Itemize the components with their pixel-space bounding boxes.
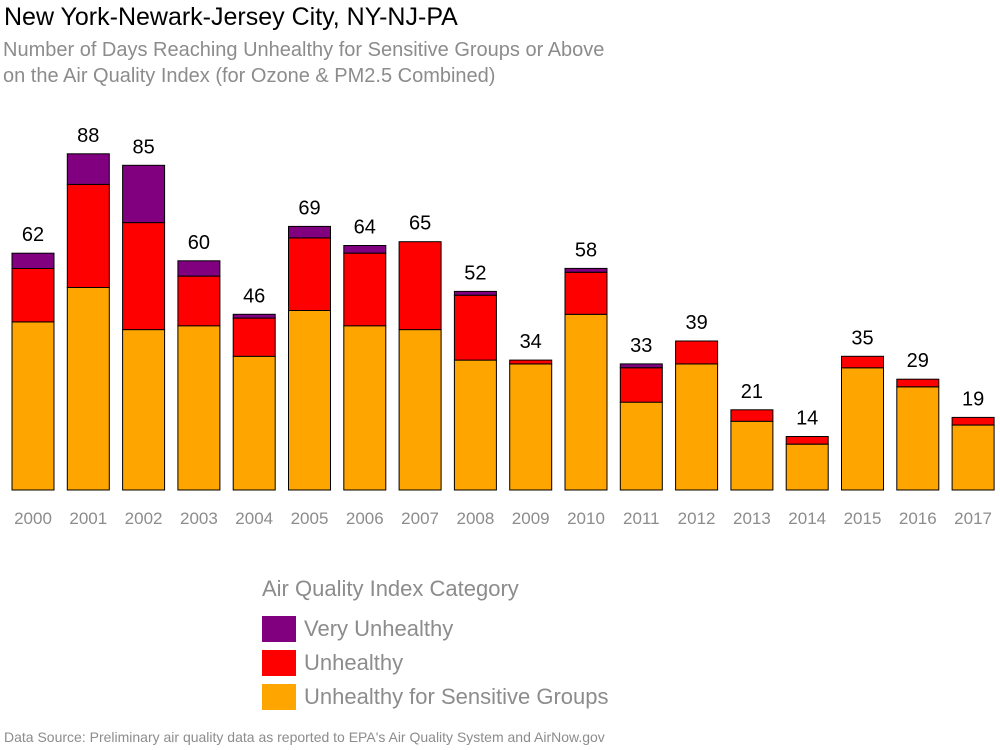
legend-swatch-unhealthy xyxy=(262,650,296,676)
bar-segment-2004-unhealthy-for-sensitive-groups xyxy=(232,355,276,491)
x-tick-label-2008: 2008 xyxy=(456,509,494,528)
bar-segment-2009-unhealthy-for-sensitive-groups xyxy=(509,363,553,491)
x-tick-label-2015: 2015 xyxy=(844,509,882,528)
legend-label-very-unhealthy: Very Unhealthy xyxy=(304,616,454,641)
x-tick-label-2001: 2001 xyxy=(69,509,107,528)
data-source-note: Data Source: Preliminary air quality dat… xyxy=(4,729,605,745)
bar-total-label-2009: 34 xyxy=(520,331,542,353)
chart-subtitle: Number of Days Reaching Unhealthy for Se… xyxy=(3,37,604,89)
legend-swatch-very-unhealthy xyxy=(262,616,296,642)
bar-total-label-2012: 39 xyxy=(685,312,707,334)
bar-segment-2010-unhealthy-for-sensitive-groups xyxy=(564,313,608,491)
bar-segment-2006-unhealthy xyxy=(343,252,387,327)
bar-total-label-2003: 60 xyxy=(188,232,210,254)
bar-segment-2003-unhealthy-for-sensitive-groups xyxy=(177,325,221,491)
bar-segment-2008-very-unhealthy xyxy=(453,290,497,296)
bar-segment-2015-unhealthy-for-sensitive-groups xyxy=(841,367,884,491)
bar-segment-2011-unhealthy-for-sensitive-groups xyxy=(619,401,663,491)
x-tick-label-2014: 2014 xyxy=(788,509,826,528)
bar-segment-2001-very-unhealthy xyxy=(66,153,110,185)
x-tick-label-2013: 2013 xyxy=(733,509,771,528)
bar-total-label-2016: 29 xyxy=(907,350,929,372)
legend: Air Quality Index Category Very Unhealth… xyxy=(262,576,609,714)
x-tick-label-2010: 2010 xyxy=(567,509,605,528)
bar-segment-2007-unhealthy-for-sensitive-groups xyxy=(398,329,442,491)
bar-segment-2015-unhealthy xyxy=(841,355,884,369)
bar-segment-2013-unhealthy xyxy=(730,409,774,422)
bar-segment-2013-unhealthy-for-sensitive-groups xyxy=(730,420,774,491)
bar-total-label-2017: 19 xyxy=(962,388,984,410)
bar-segment-2001-unhealthy xyxy=(66,183,110,288)
legend-title: Air Quality Index Category xyxy=(262,576,519,601)
bar-segment-2017-unhealthy-for-sensitive-groups xyxy=(951,424,995,491)
bar-segment-2006-unhealthy-for-sensitive-groups xyxy=(343,325,387,491)
bar-segment-2017-unhealthy xyxy=(951,416,995,426)
x-tick-label-2003: 2003 xyxy=(180,509,218,528)
bar-segment-2005-unhealthy xyxy=(288,237,331,311)
bar-total-label-2008: 52 xyxy=(464,262,486,284)
bar-segment-2010-very-unhealthy xyxy=(564,267,608,273)
bar-total-label-2005: 69 xyxy=(298,197,320,219)
x-tick-label-2009: 2009 xyxy=(512,509,550,528)
x-tick-label-2004: 2004 xyxy=(235,509,273,528)
bar-total-label-2006: 64 xyxy=(354,217,376,239)
legend-item-usg: Unhealthy for Sensitive Groups xyxy=(262,680,609,714)
legend-label-usg: Unhealthy for Sensitive Groups xyxy=(304,684,609,709)
subtitle-line-2: on the Air Quality Index (for Ozone & PM… xyxy=(3,65,496,87)
bar-segment-2012-unhealthy-for-sensitive-groups xyxy=(675,363,719,491)
legend-label-unhealthy: Unhealthy xyxy=(304,650,404,675)
bar-segment-2000-very-unhealthy xyxy=(11,252,55,269)
bar-total-label-2001: 88 xyxy=(77,125,99,147)
bar-segment-2009-unhealthy xyxy=(509,359,553,365)
x-tick-label-2012: 2012 xyxy=(678,509,716,528)
bar-segment-2002-unhealthy xyxy=(122,222,166,331)
bar-segment-2002-unhealthy-for-sensitive-groups xyxy=(122,329,166,491)
bar-segment-2000-unhealthy-for-sensitive-groups xyxy=(11,321,55,491)
bar-segment-2005-very-unhealthy xyxy=(288,225,331,239)
bar-segment-2010-unhealthy xyxy=(564,271,608,315)
bar-segment-2007-unhealthy xyxy=(398,241,442,331)
legend-item-very-unhealthy: Very Unhealthy xyxy=(262,612,609,646)
x-tick-label-2006: 2006 xyxy=(346,509,384,528)
bar-segment-2006-very-unhealthy xyxy=(343,245,387,254)
bar-segment-2005-unhealthy-for-sensitive-groups xyxy=(288,310,331,491)
bar-segment-2014-unhealthy xyxy=(785,436,829,445)
bar-segment-2003-unhealthy xyxy=(177,275,221,327)
bar-total-label-2004: 46 xyxy=(243,285,265,307)
bar-total-label-2013: 21 xyxy=(741,381,763,403)
x-tick-label-2005: 2005 xyxy=(291,509,329,528)
bar-total-label-2000: 62 xyxy=(22,224,44,246)
bar-segment-2016-unhealthy-for-sensitive-groups xyxy=(896,386,940,491)
bar-total-label-2014: 14 xyxy=(796,408,818,430)
bar-segment-2016-unhealthy xyxy=(896,378,940,388)
bar-total-label-2011: 33 xyxy=(630,335,652,357)
x-tick-label-2011: 2011 xyxy=(623,509,660,528)
bar-total-label-2002: 85 xyxy=(132,136,154,158)
x-tick-label-2007: 2007 xyxy=(401,509,439,528)
bar-segment-2008-unhealthy-for-sensitive-groups xyxy=(453,359,497,491)
x-tick-label-2000: 2000 xyxy=(14,509,52,528)
stacked-bar-chart: 62 2000 88 2001 85 2002 60 2003 46 2004 69 2005 64 20… xyxy=(11,125,995,528)
bar-total-label-2010: 58 xyxy=(575,239,597,261)
bar-segment-2004-unhealthy xyxy=(232,317,276,357)
subtitle-line-1: Number of Days Reaching Unhealthy for Se… xyxy=(3,39,605,61)
bar-segment-2012-unhealthy xyxy=(675,340,719,365)
bar-segment-2002-very-unhealthy xyxy=(122,164,166,224)
chart-title: New York-Newark-Jersey City, NY-NJ-PA xyxy=(4,3,458,31)
bar-segment-2011-very-unhealthy xyxy=(619,363,663,369)
bar-segment-2000-unhealthy xyxy=(11,267,55,323)
bar-segment-2001-unhealthy-for-sensitive-groups xyxy=(66,287,110,491)
x-tick-label-2002: 2002 xyxy=(125,509,163,528)
bar-segment-2011-unhealthy xyxy=(619,367,663,403)
legend-swatch-usg xyxy=(262,684,296,710)
x-tick-label-2016: 2016 xyxy=(899,509,937,528)
bar-segment-2003-very-unhealthy xyxy=(177,260,221,277)
legend-item-unhealthy: Unhealthy xyxy=(262,646,609,680)
bar-segment-2004-very-unhealthy xyxy=(232,313,276,319)
bar-segment-2008-unhealthy xyxy=(453,294,497,361)
bar-segment-2014-unhealthy-for-sensitive-groups xyxy=(785,443,829,491)
bar-total-label-2015: 35 xyxy=(851,327,873,349)
x-tick-label-2017: 2017 xyxy=(954,509,992,528)
bar-total-label-2007: 65 xyxy=(409,213,431,235)
